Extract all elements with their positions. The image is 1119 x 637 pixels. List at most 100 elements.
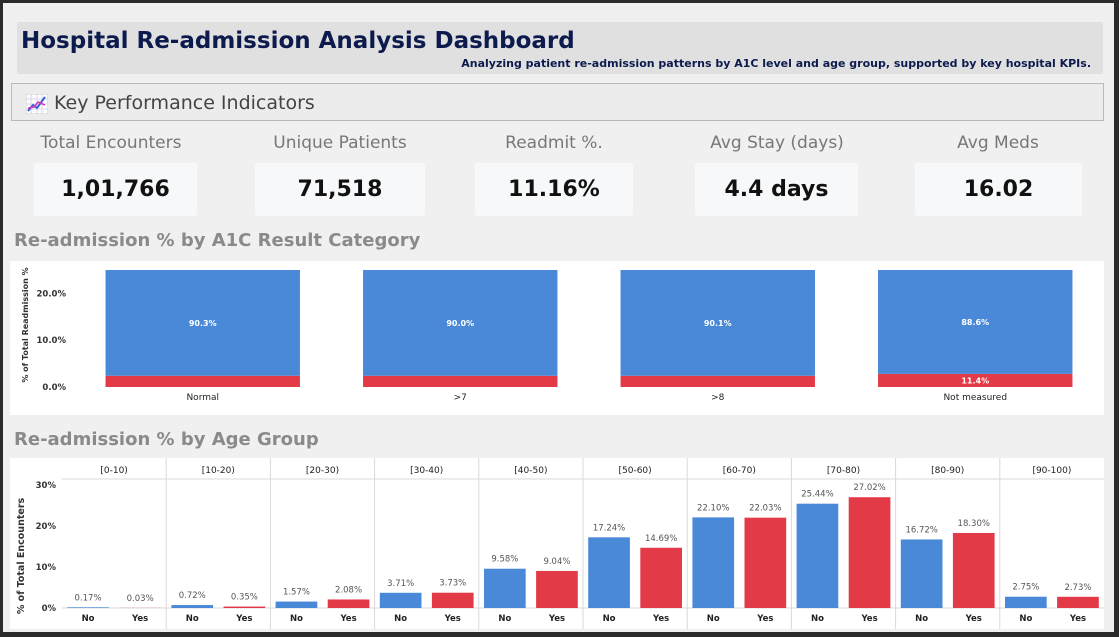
bar-no: [484, 568, 526, 608]
kpi-label-avg-meds: Avg Meds: [957, 133, 1039, 153]
x-tick-label: Normal: [186, 393, 219, 403]
bar-not-readmitted: [105, 270, 300, 376]
kpi-value-readmit-percent: 11.16%: [475, 163, 633, 216]
x-tick-label: Yes: [965, 614, 982, 624]
data-label: 90.1%: [704, 319, 732, 328]
x-tick-label: No: [915, 614, 928, 624]
x-tick-label: No: [603, 614, 616, 624]
data-label: 0.72%: [179, 591, 206, 601]
data-label: 90.0%: [446, 319, 474, 328]
x-tick-label: No: [811, 614, 824, 624]
bar-no: [379, 592, 422, 608]
group-header-label: [30-40): [410, 466, 443, 476]
group-header-label: [20-30): [306, 466, 339, 476]
x-tick-label: Yes: [235, 614, 252, 624]
x-tick-label: >7: [454, 393, 467, 403]
x-tick-label: No: [1019, 614, 1032, 624]
data-label: 16.72%: [905, 525, 937, 535]
y-tick-label: 0%: [42, 604, 57, 614]
a1c-chart-title: Re-admission % by A1C Result Category: [14, 230, 421, 251]
data-label: 9.04%: [543, 557, 570, 567]
data-label: 27.02%: [853, 483, 885, 493]
y-tick-label: 10.0%: [37, 336, 67, 346]
data-label: 2.73%: [1064, 583, 1091, 593]
data-label: 3.71%: [387, 579, 414, 589]
chart-trend-icon: [26, 94, 48, 114]
data-label: 22.10%: [697, 503, 729, 513]
bar-no: [900, 539, 943, 608]
bar-readmitted: [363, 375, 558, 387]
bar-not-readmitted: [878, 270, 1073, 374]
y-axis-title: % of Total Readmission %: [21, 267, 30, 382]
bar-not-readmitted: [620, 270, 815, 376]
data-label: 2.75%: [1012, 583, 1039, 593]
bar-not-readmitted: [363, 270, 558, 376]
y-tick-label: 30%: [36, 481, 57, 491]
y-tick-label: 20%: [36, 522, 57, 532]
x-tick-label: No: [707, 614, 720, 624]
group-header-label: [40-50): [514, 466, 547, 476]
kpi-section-header: Key Performance Indicators: [11, 83, 1104, 121]
page-subtitle: Analyzing patient re-admission patterns …: [461, 57, 1091, 70]
x-tick-label: Yes: [548, 614, 565, 624]
bar-yes: [952, 532, 995, 608]
bar-yes: [744, 517, 787, 608]
bar-yes: [640, 547, 682, 608]
y-axis-title: % of Total Encounters: [16, 498, 27, 615]
kpi-value-avg-meds: 16.02: [915, 163, 1082, 216]
group-header-label: [80-90): [931, 466, 964, 476]
bar-no: [1005, 596, 1047, 608]
age-chart-panel: % of Total Encounters 0% 10% 20% 30% [0-10) 0.…: [10, 458, 1104, 629]
data-label: 88.6%: [961, 318, 989, 327]
x-tick-label: Yes: [1069, 614, 1086, 624]
age-chart: % of Total Encounters 0% 10% 20% 30% [0-10) 0.…: [16, 458, 1104, 629]
bar-no: [171, 605, 214, 608]
data-label: 22.03%: [749, 504, 781, 514]
group-header-label: [0-10): [100, 466, 127, 476]
bar-no: [275, 601, 318, 608]
a1c-chart-panel: % of Total Readmission % 0.0% 10.0% 20.0% 11…: [10, 261, 1104, 415]
dashboard-frame: Hospital Re-admission Analysis Dashboard…: [3, 3, 1114, 632]
bar-yes: [431, 592, 474, 608]
bar-no: [588, 537, 630, 608]
x-tick-label: Not measured: [943, 393, 1007, 403]
x-tick-label: Yes: [131, 614, 148, 624]
x-tick-label: Yes: [860, 614, 877, 624]
data-label: 3.73%: [439, 579, 466, 589]
data-label: 0.03%: [127, 594, 154, 604]
page-title: Hospital Re-admission Analysis Dashboard: [21, 28, 575, 54]
a1c-chart: % of Total Readmission % 0.0% 10.0% 20.0% 11…: [21, 267, 1073, 403]
kpi-label-unique-patients: Unique Patients: [273, 133, 407, 153]
bar-no: [67, 607, 109, 608]
group-header-label: [90-100): [1032, 466, 1071, 476]
kpi-value-avg-stay: 4.4 days: [695, 163, 858, 216]
x-tick-label: Yes: [652, 614, 669, 624]
bar-no: [692, 517, 735, 608]
y-tick-label: 10%: [36, 563, 57, 573]
y-tick-label: 20.0%: [37, 289, 67, 299]
bar-yes: [848, 497, 891, 608]
y-tick-label: 0.0%: [42, 383, 66, 393]
x-tick-label: No: [498, 614, 511, 624]
x-tick-label: No: [394, 614, 407, 624]
kpi-value-total-encounters: 1,01,766: [34, 163, 197, 216]
data-label: 0.35%: [231, 593, 258, 603]
data-label: 11.4%: [961, 376, 989, 385]
bar-yes: [327, 599, 370, 608]
x-tick-label: >8: [711, 393, 725, 403]
group-header-label: [60-70): [723, 466, 756, 476]
bar-readmitted: [620, 375, 815, 387]
group-header-label: [70-80): [827, 466, 860, 476]
bar-yes: [536, 570, 578, 608]
x-tick-label: No: [290, 614, 303, 624]
x-tick-label: Yes: [756, 614, 773, 624]
data-label: 2.08%: [335, 585, 362, 595]
x-tick-label: No: [82, 614, 95, 624]
bar-no: [796, 503, 839, 608]
data-label: 17.24%: [593, 523, 625, 533]
kpi-section-title: Key Performance Indicators: [54, 92, 315, 114]
kpi-label-readmit-percent: Readmit %.: [505, 133, 603, 153]
bar-yes: [1057, 596, 1099, 608]
data-label: 90.3%: [189, 319, 217, 328]
group-header-label: [50-60): [619, 466, 652, 476]
